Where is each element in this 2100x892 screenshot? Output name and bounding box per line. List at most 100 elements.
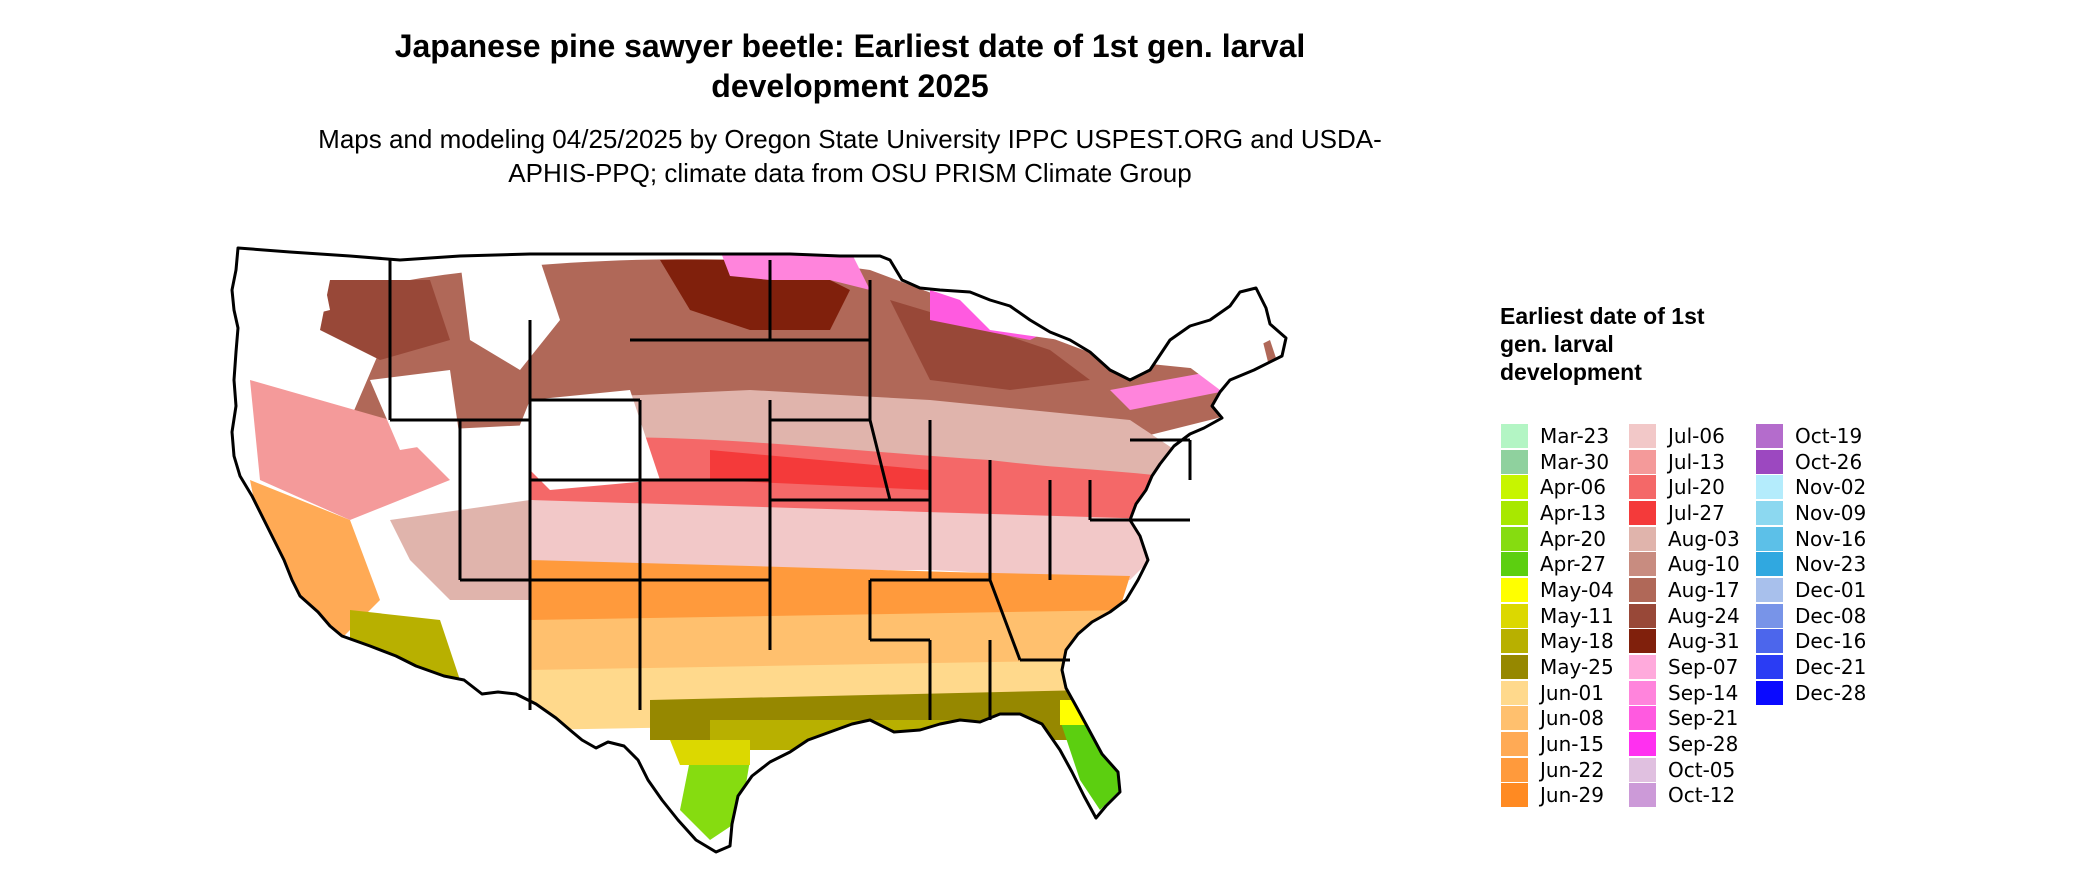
legend-label: Mar-30 bbox=[1540, 449, 1610, 474]
legend-swatch bbox=[1629, 449, 1656, 474]
legend-swatch bbox=[1629, 423, 1656, 448]
legend-label: Sep-28 bbox=[1668, 732, 1739, 757]
map-title: Japanese pine sawyer beetle: Earliest da… bbox=[394, 28, 1306, 104]
legend-item: Jun-22 bbox=[1501, 757, 1614, 783]
legend-item: Jul-20 bbox=[1629, 474, 1740, 500]
legend-label: Jul-27 bbox=[1668, 500, 1725, 525]
legend-label: Sep-07 bbox=[1668, 655, 1739, 680]
legend-column-2: Jul-06 Jul-13 Jul-20 Jul-27 Aug-03 Aug-10 Aug-… bbox=[1629, 423, 1740, 808]
legend-label: Oct-26 bbox=[1795, 449, 1863, 474]
legend-label: Nov-09 bbox=[1795, 500, 1867, 525]
legend-column-3: Oct-19 Oct-26 Nov-02 Nov-09 Nov-16 Nov-23 Dec-… bbox=[1756, 423, 1866, 706]
legend-label: Dec-28 bbox=[1795, 680, 1867, 705]
legend-label: May-18 bbox=[1540, 629, 1614, 654]
legend-item: Sep-07 bbox=[1629, 654, 1740, 680]
legend-swatch bbox=[1629, 629, 1656, 654]
legend-item: Oct-26 bbox=[1756, 449, 1866, 475]
legend-swatch bbox=[1629, 655, 1656, 680]
us-map bbox=[230, 246, 1288, 854]
legend-item: Jun-01 bbox=[1501, 680, 1614, 706]
legend-swatch bbox=[1501, 603, 1528, 628]
legend-swatch bbox=[1629, 603, 1656, 628]
legend-swatch bbox=[1756, 552, 1783, 577]
legend-swatch bbox=[1629, 577, 1656, 602]
legend-swatch bbox=[1756, 449, 1783, 474]
legend-item: Oct-05 bbox=[1629, 757, 1740, 783]
legend-swatch bbox=[1501, 423, 1528, 448]
legend-item: Apr-13 bbox=[1501, 500, 1614, 526]
legend-swatch bbox=[1756, 603, 1783, 628]
legend-item: Jul-06 bbox=[1629, 423, 1740, 449]
legend-label: Jul-06 bbox=[1668, 423, 1725, 448]
legend-label: Apr-27 bbox=[1540, 552, 1606, 577]
legend-swatch bbox=[1756, 629, 1783, 654]
legend-label: Aug-03 bbox=[1668, 526, 1740, 551]
legend-swatch bbox=[1629, 552, 1656, 577]
legend-label: Jun-22 bbox=[1540, 757, 1604, 782]
legend-swatch bbox=[1501, 449, 1528, 474]
legend-label: Jun-08 bbox=[1540, 706, 1604, 731]
legend-swatch bbox=[1629, 706, 1656, 731]
legend-item: May-04 bbox=[1501, 577, 1614, 603]
legend-label: Apr-20 bbox=[1540, 526, 1606, 551]
legend-label: Aug-17 bbox=[1668, 577, 1740, 602]
legend-swatch bbox=[1501, 706, 1528, 731]
legend-item: Sep-21 bbox=[1629, 706, 1740, 732]
legend-label: Aug-24 bbox=[1668, 603, 1740, 628]
state-borders bbox=[230, 246, 1288, 854]
legend-swatch bbox=[1756, 475, 1783, 500]
legend-item: Dec-08 bbox=[1756, 603, 1866, 629]
legend-label: Dec-21 bbox=[1795, 655, 1867, 680]
legend-label: May-04 bbox=[1540, 577, 1614, 602]
legend-item: Dec-16 bbox=[1756, 629, 1866, 655]
map-subtitle: Maps and modeling 04/25/2025 by Oregon S… bbox=[318, 124, 1382, 188]
legend-label: Oct-19 bbox=[1795, 423, 1863, 448]
legend-item: Apr-20 bbox=[1501, 526, 1614, 552]
legend-swatch bbox=[1756, 655, 1783, 680]
legend-swatch bbox=[1756, 577, 1783, 602]
legend-label: Sep-14 bbox=[1668, 680, 1739, 705]
legend-item: Aug-03 bbox=[1629, 526, 1740, 552]
legend-swatch bbox=[1629, 680, 1656, 705]
legend-label: Jul-20 bbox=[1668, 475, 1725, 500]
legend-item: Sep-28 bbox=[1629, 731, 1740, 757]
legend-item: Jul-13 bbox=[1629, 449, 1740, 475]
legend-item: May-11 bbox=[1501, 603, 1614, 629]
legend-item: Jun-29 bbox=[1501, 783, 1614, 809]
legend-label: Dec-01 bbox=[1795, 577, 1867, 602]
legend-swatch bbox=[1756, 423, 1783, 448]
legend-label: Sep-21 bbox=[1668, 706, 1739, 731]
legend-swatch bbox=[1629, 526, 1656, 551]
legend-label: Mar-23 bbox=[1540, 423, 1610, 448]
legend-label: Nov-16 bbox=[1795, 526, 1867, 551]
legend-label: Nov-02 bbox=[1795, 475, 1867, 500]
legend-item: Nov-16 bbox=[1756, 526, 1866, 552]
legend-item: Aug-24 bbox=[1629, 603, 1740, 629]
legend-item: Aug-31 bbox=[1629, 629, 1740, 655]
legend-swatch bbox=[1501, 526, 1528, 551]
legend-item: Dec-01 bbox=[1756, 577, 1866, 603]
legend-label: Nov-23 bbox=[1795, 552, 1867, 577]
legend-item: Aug-10 bbox=[1629, 551, 1740, 577]
legend-item: Mar-23 bbox=[1501, 423, 1614, 449]
legend-swatch bbox=[1501, 732, 1528, 757]
legend-swatch bbox=[1756, 526, 1783, 551]
legend-swatch bbox=[1629, 757, 1656, 782]
legend-item: Oct-12 bbox=[1629, 783, 1740, 809]
legend-label: Aug-31 bbox=[1668, 629, 1740, 654]
legend-label: Jun-01 bbox=[1540, 680, 1604, 705]
legend-swatch bbox=[1501, 680, 1528, 705]
legend-item: Jul-27 bbox=[1629, 500, 1740, 526]
legend-item: Jun-15 bbox=[1501, 731, 1614, 757]
legend-label: Oct-05 bbox=[1668, 757, 1736, 782]
legend-item: Apr-06 bbox=[1501, 474, 1614, 500]
legend-label: Apr-13 bbox=[1540, 500, 1606, 525]
legend-swatch bbox=[1629, 732, 1656, 757]
legend-label: May-25 bbox=[1540, 655, 1614, 680]
legend-swatch bbox=[1756, 500, 1783, 525]
legend-label: Jul-13 bbox=[1668, 449, 1725, 474]
legend-item: Aug-17 bbox=[1629, 577, 1740, 603]
legend-item: Dec-28 bbox=[1756, 680, 1866, 706]
legend-item: May-18 bbox=[1501, 629, 1614, 655]
